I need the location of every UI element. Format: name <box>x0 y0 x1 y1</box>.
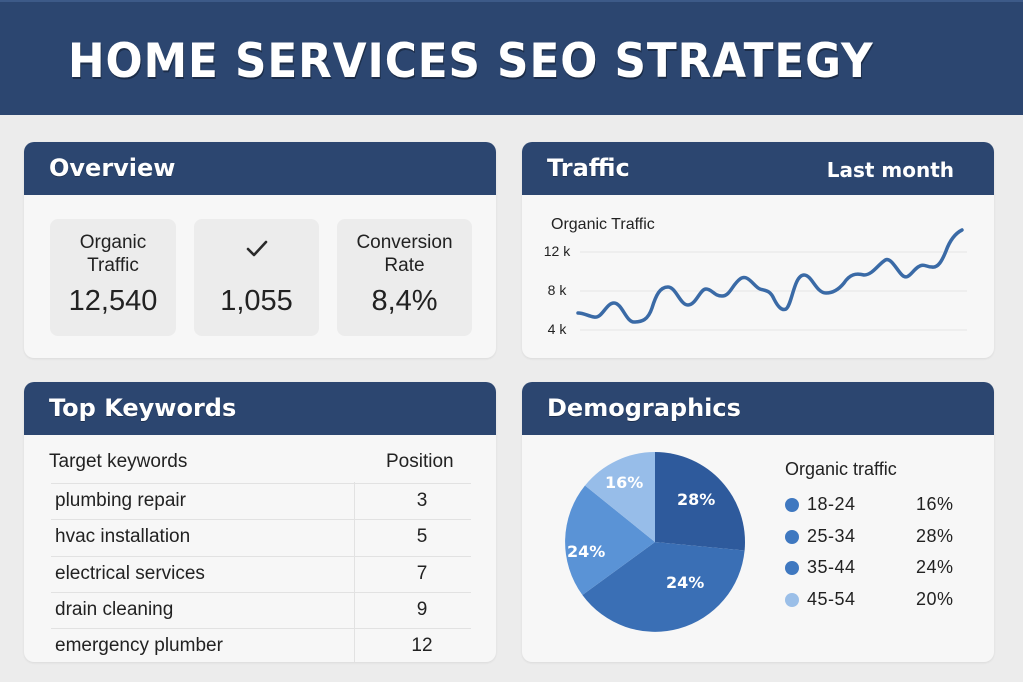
table-row[interactable]: emergency plumber 12 <box>51 628 471 662</box>
legend-dot-icon <box>785 530 799 544</box>
chart-title: Organic Traffic <box>551 216 655 233</box>
position-cell: 5 <box>416 526 428 547</box>
pie-slice-18-24[interactable] <box>585 452 655 542</box>
page-title: HOME SERVICES SEO STRATEGY <box>68 34 874 89</box>
demographics-panel-header: Demographics <box>522 382 994 435</box>
legend-title: Organic traffic <box>785 459 897 479</box>
legend-percent: 28% <box>916 526 954 546</box>
period-selector[interactable]: Last month <box>826 158 954 182</box>
position-cell: 9 <box>416 599 428 620</box>
traffic-panel: Traffic Last month Organic Traffic 12 k … <box>522 142 994 358</box>
demographics-panel: Demographics 28% 24% 24% 16% Organic tra… <box>522 382 994 662</box>
legend-range: 45-54 <box>807 589 856 609</box>
legend-percent: 24% <box>916 557 954 577</box>
pie-slice-35-44[interactable] <box>582 542 745 632</box>
keyword-cell: hvac installation <box>55 526 191 547</box>
stat-value: 12,540 <box>68 285 158 317</box>
legend-dot-icon <box>785 498 799 512</box>
stat-label-line1: Organic <box>79 232 147 253</box>
legend-item-45-54[interactable]: 45-54 20% <box>785 588 985 612</box>
y-tick-4k: 4 k <box>547 321 567 337</box>
legend-range: 35-44 <box>807 557 856 577</box>
column-divider <box>354 482 355 662</box>
legend-item-25-34[interactable]: 25-34 28% <box>785 525 985 549</box>
y-tick-12k: 12 k <box>543 243 571 259</box>
y-tick-8k: 8 k <box>547 282 567 298</box>
pie-slice-25-34[interactable] <box>655 452 746 551</box>
overview-panel: Overview Organic Traffic 12,540 1,055 Co… <box>24 142 496 358</box>
traffic-panel-header: Traffic Last month <box>522 142 994 195</box>
keyword-cell: drain cleaning <box>55 599 174 620</box>
check-icon <box>194 234 319 264</box>
legend-range: 25-34 <box>807 526 856 546</box>
page-header-banner: HOME SERVICES SEO STRATEGY <box>0 0 1023 115</box>
stat-value: 8,4% <box>371 285 438 317</box>
demographics-pie-chart <box>565 452 746 632</box>
overview-panel-header: Overview <box>24 142 496 195</box>
stat-label-line1: Conversion <box>356 232 453 253</box>
table-row[interactable]: electrical services 7 <box>51 556 471 592</box>
column-header-position[interactable]: Position <box>386 451 454 472</box>
column-header-keyword[interactable]: Target keywords <box>49 451 188 472</box>
legend-dot-icon <box>785 561 799 575</box>
pie-label-24-bottom: 24% <box>666 573 705 592</box>
table-row[interactable]: plumbing repair 3 <box>51 483 471 519</box>
stat-label: Conversion Rate <box>337 231 472 277</box>
top-keywords-panel: Top Keywords Target keywords Position pl… <box>24 382 496 662</box>
pie-label-28: 28% <box>677 490 716 509</box>
table-row[interactable]: drain cleaning 9 <box>51 592 471 628</box>
legend-range: 18-24 <box>807 494 856 514</box>
table-row[interactable]: hvac installation 5 <box>51 519 471 555</box>
overview-title: Overview <box>49 154 176 182</box>
stat-card-conversions: 1,055 <box>194 219 319 336</box>
stat-label-line2: Rate <box>384 255 425 276</box>
demographics-title: Demographics <box>547 394 741 422</box>
position-cell: 3 <box>416 490 428 511</box>
traffic-title: Traffic <box>547 154 630 182</box>
pie-slice-45-54[interactable] <box>565 485 655 596</box>
keywords-title: Top Keywords <box>49 394 237 422</box>
stat-value: 1,055 <box>220 285 293 317</box>
legend-item-35-44[interactable]: 35-44 24% <box>785 556 985 580</box>
position-cell: 12 <box>411 635 433 656</box>
stat-card-organic-traffic: Organic Traffic 12,540 <box>50 219 176 336</box>
pie-label-24-left: 24% <box>567 542 606 561</box>
legend-percent: 16% <box>916 494 954 514</box>
keyword-cell: emergency plumber <box>55 635 223 656</box>
traffic-line <box>576 228 964 324</box>
legend-dot-icon <box>785 593 799 607</box>
stat-label: Organic Traffic <box>50 231 176 277</box>
keywords-panel-header: Top Keywords <box>24 382 496 435</box>
legend-percent: 20% <box>916 589 954 609</box>
stat-label-line2: Traffic <box>87 255 139 276</box>
pie-label-16: 16% <box>605 473 644 492</box>
keyword-cell: plumbing repair <box>55 490 186 511</box>
keyword-cell: electrical services <box>55 563 205 584</box>
position-cell: 7 <box>416 563 428 584</box>
legend-item-18-24[interactable]: 18-24 16% <box>785 493 985 517</box>
traffic-line-chart <box>576 228 967 331</box>
stat-card-conversion-rate: Conversion Rate 8,4% <box>337 219 472 336</box>
